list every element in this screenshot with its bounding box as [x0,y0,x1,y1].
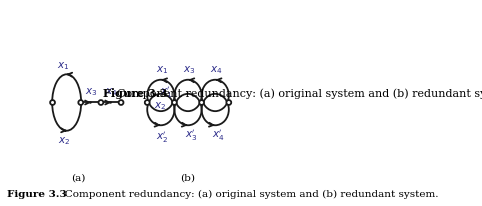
Text: (a): (a) [71,173,86,182]
Circle shape [172,101,177,105]
Text: $x_1$: $x_1$ [57,60,70,72]
Text: $x_4$: $x_4$ [210,63,223,75]
Text: $x_1$: $x_1$ [156,63,168,75]
Circle shape [79,101,83,105]
Text: Figure 3.3: Figure 3.3 [103,88,167,98]
Text: $x_4$: $x_4$ [105,86,117,98]
Text: (b): (b) [181,173,196,182]
Circle shape [145,101,149,105]
Text: Figure 3.3: Figure 3.3 [7,189,67,198]
Text: $x_1'$: $x_1'$ [160,84,172,100]
Text: $x_3$: $x_3$ [85,86,97,98]
Text: $x_3$: $x_3$ [183,63,195,75]
Text: $x_3'$: $x_3'$ [185,127,197,142]
Circle shape [98,101,103,105]
Circle shape [50,101,55,105]
Text: Component redundancy: (a) original system and (b) redundant system.: Component redundancy: (a) original syste… [103,88,482,98]
Text: Component redundancy: (a) original system and (b) redundant system.: Component redundancy: (a) original syste… [55,189,439,198]
Circle shape [119,101,123,105]
Text: $x_4'$: $x_4'$ [212,127,225,142]
Circle shape [199,101,204,105]
Circle shape [227,101,231,105]
Text: $x_2$: $x_2$ [57,134,70,146]
Text: $x_2$: $x_2$ [154,100,166,112]
Text: Figure 3.3   Component redundancy: (a) original system and (b) redundant system.: Figure 3.3 Component redundancy: (a) ori… [0,205,1,206]
Text: $x_2'$: $x_2'$ [156,129,168,144]
